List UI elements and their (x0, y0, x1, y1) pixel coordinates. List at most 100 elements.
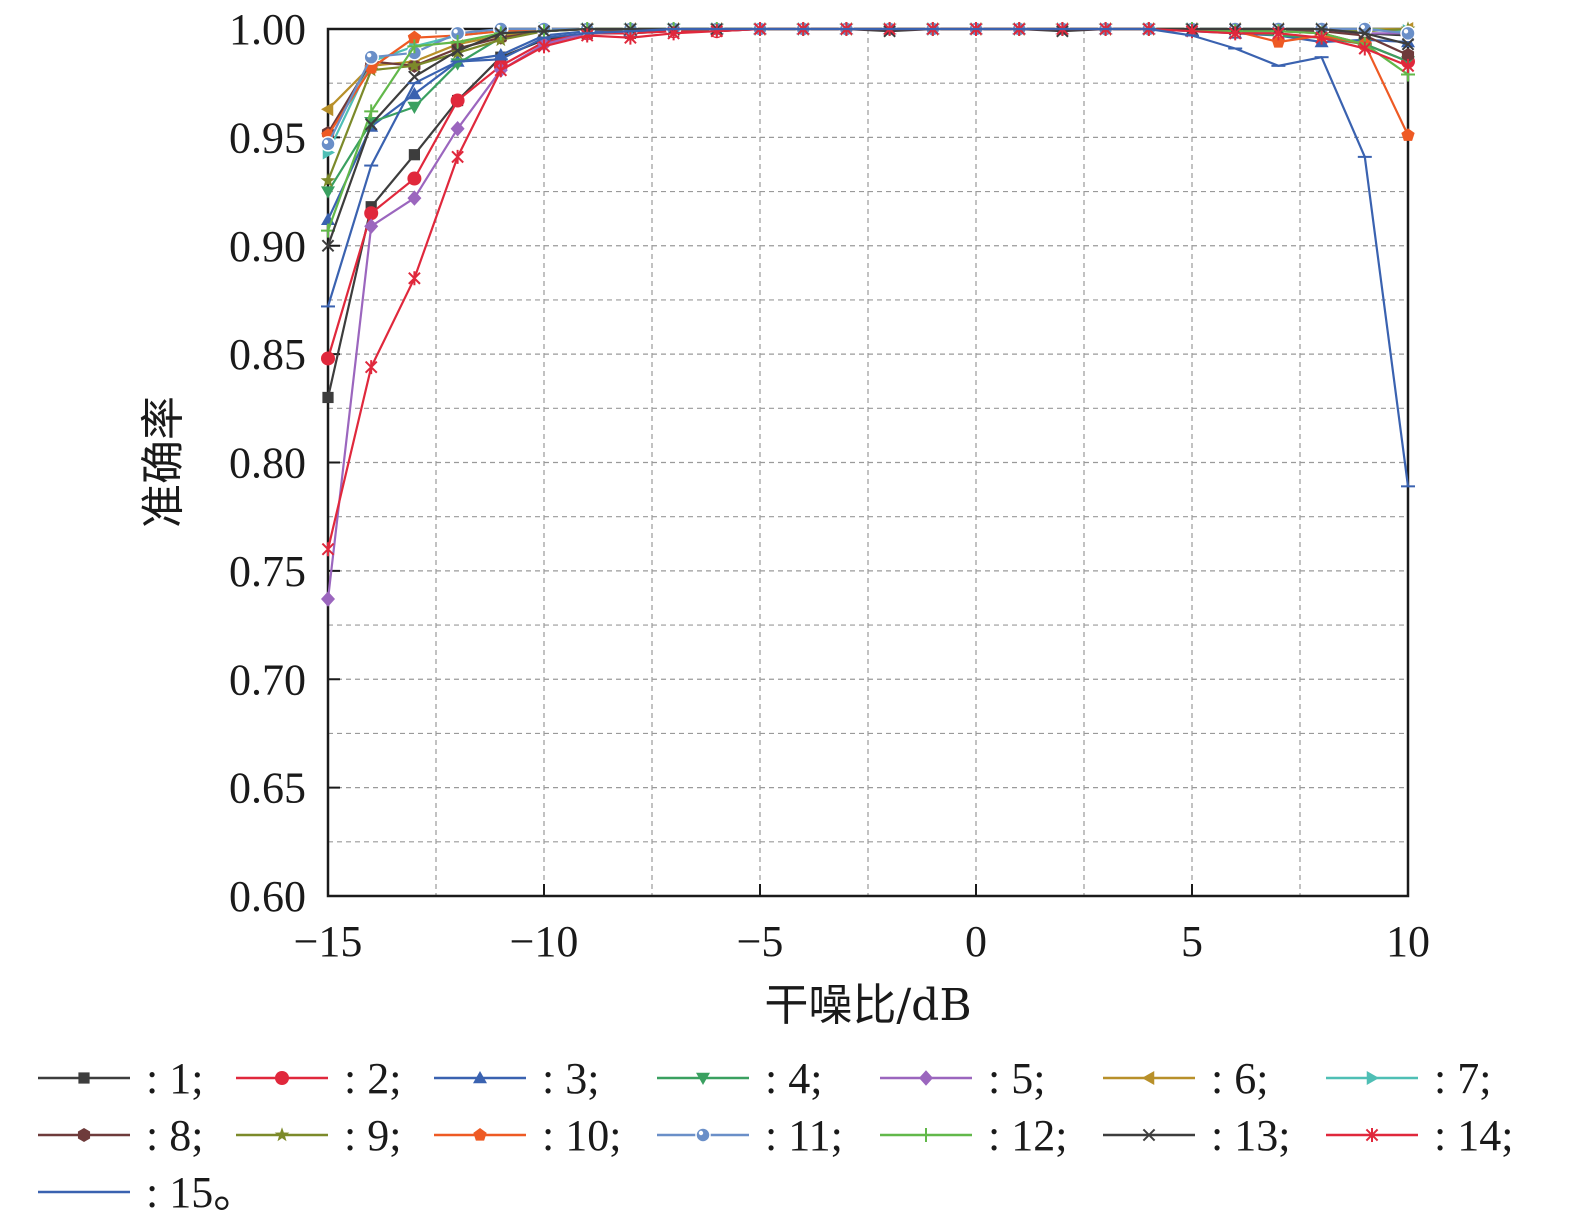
series-14-point (1228, 26, 1242, 41)
legend-label: : 1; (146, 1054, 203, 1103)
series-13-point (1358, 27, 1372, 40)
series-6-point (321, 102, 334, 117)
legend-swatch-marker (78, 1072, 90, 1084)
y-tick-label: 0.90 (229, 222, 306, 271)
circle-marker-body (363, 49, 379, 65)
series-10-point (407, 30, 422, 44)
series-lines (320, 21, 1416, 607)
series-4-point (407, 101, 422, 115)
legend-item-15: : 15。 (38, 1168, 257, 1217)
circle-marker-highlight (367, 52, 372, 58)
series-13-point (364, 118, 378, 131)
series-12-point (364, 104, 379, 119)
series-14-point (1272, 26, 1285, 41)
y-tick-label: 0.70 (229, 655, 306, 704)
legend-item-6: : 6; (1103, 1054, 1268, 1103)
legend-item-13: : 13; (1103, 1111, 1290, 1160)
legend-item-8: : 8; (38, 1111, 203, 1160)
legend-item-1: : 1; (38, 1054, 203, 1103)
series-12-point (407, 39, 422, 54)
x-tick-label: −10 (510, 917, 579, 966)
series-14-point (1315, 30, 1328, 45)
legend-swatch-marker (919, 1070, 933, 1086)
legend-label: : 8; (146, 1111, 203, 1160)
series-5-point (450, 121, 465, 137)
x-tick-label: 5 (1181, 917, 1203, 966)
series-14-point (364, 360, 378, 375)
series-14-point (580, 28, 594, 43)
series-2-point (407, 171, 422, 186)
x-tick-label: −15 (294, 917, 363, 966)
legend-label: : 5; (988, 1054, 1045, 1103)
series-13-point (537, 24, 551, 38)
legend-label: : 4; (765, 1054, 822, 1103)
legend-item-9: : 9; (236, 1111, 401, 1160)
series-1-point (322, 391, 334, 404)
legend-swatch-marker (696, 1072, 710, 1085)
legend-item-2: : 2; (236, 1054, 401, 1103)
legend-swatch-marker (275, 1071, 289, 1085)
series-13-point (494, 27, 508, 40)
legend-swatch-marker (77, 1128, 91, 1142)
legend-swatch-marker (274, 1127, 290, 1142)
legend-item-3: : 3; (434, 1054, 599, 1103)
series-13-point (451, 44, 464, 57)
series-14-point (451, 149, 464, 164)
legend-item-14: : 14; (1326, 1111, 1513, 1160)
series-4-point (321, 186, 335, 199)
x-tick-label: 0 (965, 917, 987, 966)
legend-swatch-marker (473, 1071, 487, 1084)
legend-item-12: : 12; (880, 1111, 1067, 1160)
legend: : 1; : 2; : 3; : 4; : 5; : 6; : 7; : 8; : 9; : 10… (38, 1054, 1513, 1217)
legend-swatch-marker (1366, 1071, 1379, 1085)
series-11-point (320, 136, 336, 152)
y-tick-label: 0.65 (229, 764, 306, 813)
legend-item-5: : 5; (880, 1054, 1045, 1103)
series-14-point (624, 30, 637, 45)
y-axis-tick-labels: 0.60 0.65 0.70 0.75 0.80 0.85 0.90 0.95 1.00 (229, 5, 306, 921)
legend-label: : 14; (1434, 1111, 1513, 1160)
circle-marker-body (695, 1127, 711, 1143)
legend-label: : 2; (344, 1054, 401, 1103)
circle-marker-highlight (698, 1130, 704, 1136)
circle-marker-highlight (1360, 24, 1366, 30)
series-3-point (407, 87, 422, 100)
legend-label: : 7; (1434, 1054, 1491, 1103)
circle-marker-highlight (1403, 29, 1409, 34)
series-11-point (1400, 25, 1416, 42)
series-13-point (1401, 37, 1415, 51)
legend-swatch-marker (1142, 1128, 1156, 1142)
series-12-point (450, 35, 465, 50)
series-1-point (408, 149, 420, 161)
legend-item-4: : 4; (657, 1054, 822, 1103)
series-15-line (326, 27, 1410, 487)
series-2-point (450, 93, 465, 108)
series-15 (321, 27, 1415, 488)
series-5-point (321, 591, 335, 607)
y-tick-label: 0.95 (229, 113, 306, 162)
series-9-point (320, 173, 336, 187)
legend-swatch-marker (1142, 1071, 1155, 1085)
series-14-point (408, 271, 421, 286)
series-13-point (321, 239, 335, 253)
legend-swatch-marker (919, 1128, 933, 1142)
legend-item-11: : 11; (657, 1111, 843, 1160)
circle-marker-highlight (453, 29, 458, 34)
series-8-point (1401, 48, 1415, 63)
legend-label: : 9; (344, 1111, 401, 1160)
series-14-point (1401, 58, 1415, 73)
legend-label: : 11; (765, 1111, 843, 1160)
series-14-point (537, 39, 551, 54)
legend-item-7: : 7; (1326, 1054, 1491, 1103)
legend-item-10: : 10; (434, 1111, 621, 1160)
legend-swatch-marker (473, 1128, 487, 1141)
series-2-point (321, 351, 335, 366)
y-tick-label: 0.85 (229, 330, 306, 379)
series-10-point (1271, 35, 1286, 48)
y-tick-label: 0.80 (229, 439, 306, 488)
legend-label: : 12; (988, 1111, 1067, 1160)
series-5-point (364, 218, 379, 234)
x-axis-title: 干噪比/dB (764, 980, 971, 1031)
series-2-point (364, 206, 379, 221)
